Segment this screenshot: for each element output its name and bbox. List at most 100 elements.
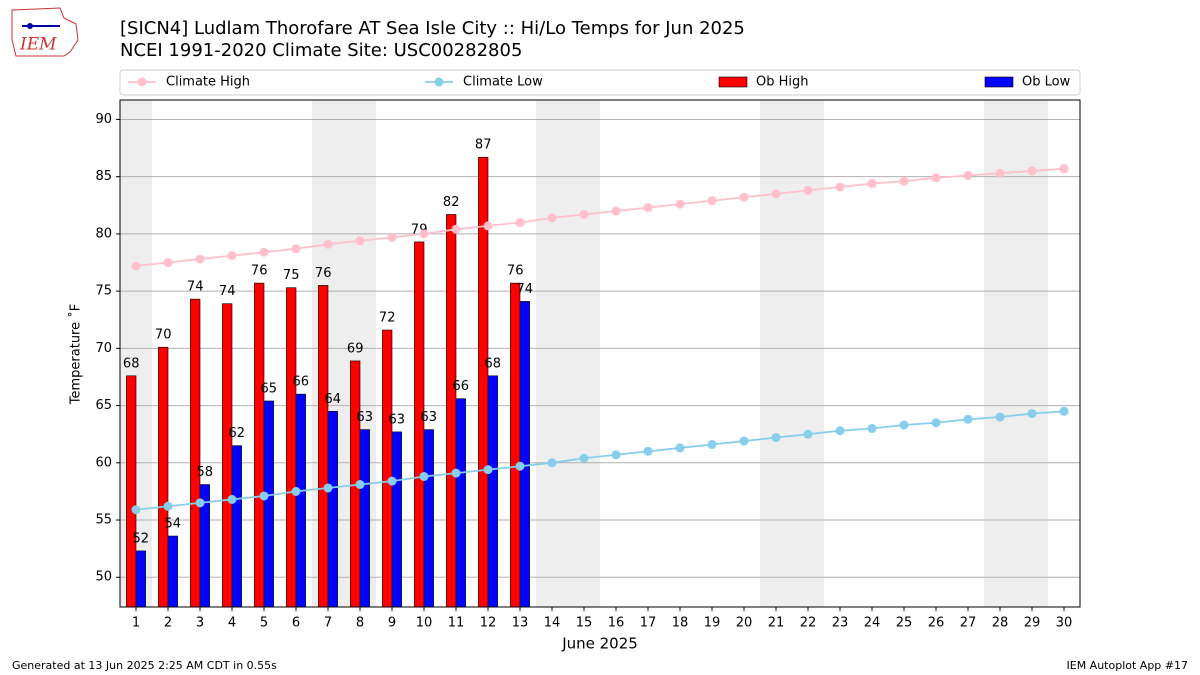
point — [451, 224, 461, 234]
point — [323, 239, 333, 249]
data-label: 58 — [197, 465, 214, 480]
x-tick-label: 6 — [292, 616, 300, 631]
point — [291, 244, 301, 254]
weekend-shade — [984, 100, 1016, 607]
x-tick-label: 22 — [800, 616, 817, 631]
point — [355, 480, 365, 490]
bar — [190, 298, 201, 608]
point — [931, 173, 941, 183]
point — [995, 412, 1005, 422]
weekend-shade — [760, 100, 792, 607]
point — [131, 261, 141, 271]
point — [931, 418, 941, 428]
x-axis-label: June 2025 — [561, 635, 638, 653]
point — [867, 423, 877, 433]
y-tick-label: 55 — [95, 513, 112, 528]
data-label: 74 — [517, 282, 534, 297]
chart-title: [SICN4] Ludlam Thorofare AT Sea Isle Cit… — [120, 18, 745, 39]
data-label: 63 — [357, 410, 374, 425]
bar — [455, 398, 466, 608]
x-tick-label: 10 — [416, 616, 433, 631]
data-label: 72 — [379, 311, 396, 326]
point — [163, 258, 173, 268]
legend-label: Climate Low — [463, 75, 543, 90]
x-tick-label: 15 — [576, 616, 593, 631]
point — [419, 472, 429, 482]
x-tick-label: 30 — [1056, 616, 1073, 631]
point — [259, 247, 269, 257]
y-tick-label: 85 — [95, 169, 112, 184]
point — [771, 189, 781, 199]
data-label: 63 — [389, 412, 406, 427]
logo-text: IEM — [19, 35, 57, 55]
bar — [263, 400, 274, 608]
bar — [135, 550, 146, 608]
y-tick-label: 75 — [95, 284, 112, 299]
point — [1059, 406, 1069, 416]
point — [515, 461, 525, 471]
bar — [510, 282, 521, 608]
footer-right: IEM Autoplot App #17 — [1067, 659, 1189, 672]
legend-label: Ob High — [756, 75, 809, 90]
line — [135, 410, 1065, 511]
bar — [446, 214, 457, 608]
point — [835, 426, 845, 436]
point — [899, 176, 909, 186]
point — [867, 179, 877, 189]
point — [643, 446, 653, 456]
data-label: 62 — [229, 426, 246, 441]
data-label: 54 — [165, 517, 182, 532]
bar — [231, 445, 242, 608]
x-tick-label: 23 — [832, 616, 849, 631]
bar — [391, 431, 402, 608]
data-label: 82 — [443, 195, 460, 210]
legend — [119, 69, 1081, 96]
data-label: 64 — [325, 392, 342, 407]
point — [1027, 409, 1037, 419]
x-tick-label: 9 — [388, 616, 396, 631]
point — [739, 192, 749, 202]
x-tick-label: 2 — [164, 616, 172, 631]
point — [483, 465, 493, 475]
x-tick-label: 24 — [864, 616, 881, 631]
bar — [382, 329, 393, 608]
bar — [126, 375, 137, 608]
data-label: 68 — [123, 356, 140, 371]
y-axis-label: Temperature ˚F — [68, 304, 84, 405]
x-tick-label: 16 — [608, 616, 625, 631]
legend-label: Climate High — [166, 75, 250, 90]
legend-marker — [434, 77, 444, 87]
point — [675, 199, 685, 209]
x-tick-label: 17 — [640, 616, 657, 631]
point — [547, 458, 557, 468]
point — [803, 185, 813, 195]
plot-frame — [119, 99, 1081, 608]
point — [227, 494, 237, 504]
logo: IEM — [11, 7, 79, 57]
x-tick-label: 8 — [356, 616, 364, 631]
data-label: 76 — [507, 264, 524, 279]
bar — [487, 375, 498, 608]
bar — [327, 410, 338, 608]
point — [803, 429, 813, 439]
weekend-shade — [1016, 100, 1048, 607]
point — [547, 213, 557, 223]
x-tick-label: 1 — [132, 616, 140, 631]
point — [643, 203, 653, 213]
point — [771, 433, 781, 443]
point — [323, 483, 333, 493]
data-label: 75 — [283, 268, 300, 283]
x-tick-label: 20 — [736, 616, 753, 631]
point — [1027, 166, 1037, 176]
x-tick-label: 28 — [992, 616, 1009, 631]
y-tick-label: 80 — [95, 226, 112, 241]
bar — [286, 287, 297, 608]
y-tick-label: 60 — [95, 455, 112, 470]
data-label: 65 — [261, 381, 278, 396]
x-tick-label: 12 — [480, 616, 497, 631]
data-label: 66 — [293, 375, 310, 390]
x-tick-label: 26 — [928, 616, 945, 631]
point — [835, 182, 845, 192]
x-tick-label: 11 — [448, 616, 465, 631]
